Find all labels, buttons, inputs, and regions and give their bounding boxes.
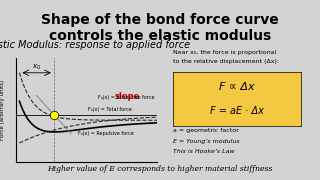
Text: This is Hooke’s Law: This is Hooke’s Law: [173, 149, 235, 154]
Text: Near x₀, the force is proportional: Near x₀, the force is proportional: [173, 50, 276, 55]
Text: Fₐ(x) = Total force: Fₐ(x) = Total force: [88, 107, 132, 112]
Y-axis label: Force (arbitrary units): Force (arbitrary units): [0, 80, 5, 140]
Text: Fₐ(x) = Attractive force: Fₐ(x) = Attractive force: [99, 95, 155, 100]
Text: F = aE · Δx: F = aE · Δx: [210, 106, 264, 116]
Text: a = geometric factor: a = geometric factor: [173, 128, 238, 133]
Text: Higher value of E corresponds to higher material stiffness: Higher value of E corresponds to higher …: [47, 165, 273, 173]
Text: Shape of the bond force curve
controls the elastic modulus: Shape of the bond force curve controls t…: [41, 13, 279, 43]
Text: E = Young’s modulus: E = Young’s modulus: [173, 139, 239, 144]
Text: slope: slope: [115, 92, 140, 101]
Text: Elastic Modulus: response to applied force: Elastic Modulus: response to applied for…: [0, 40, 190, 50]
Text: Fₐ(x) = Repulsive force: Fₐ(x) = Repulsive force: [78, 131, 133, 136]
Text: $x_0$: $x_0$: [32, 63, 41, 72]
Text: F ∝ Δx: F ∝ Δx: [219, 82, 255, 92]
Text: to the relative displacement (Δx):: to the relative displacement (Δx):: [173, 59, 279, 64]
